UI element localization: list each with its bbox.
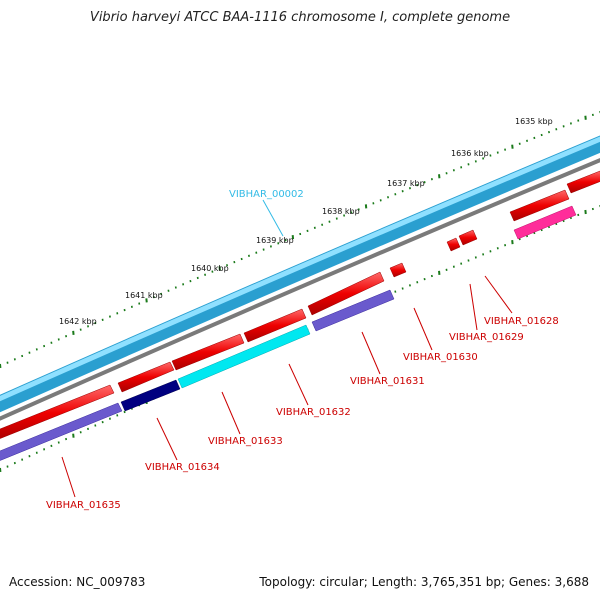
gene-VIBHAR_01633-cyan[interactable] xyxy=(177,324,311,389)
gene-label-VIBHAR_01628[interactable]: VIBHAR_01628 xyxy=(484,316,559,327)
gene-VIBHAR_01634-navy[interactable] xyxy=(120,379,181,412)
genome-backbone-highlight xyxy=(0,136,600,402)
strand-divider xyxy=(0,157,600,421)
gene-upper-right-red-2[interactable] xyxy=(566,170,600,194)
gene-upper-right-red-1[interactable] xyxy=(509,189,570,222)
gene-label-VIBHAR_01634[interactable]: VIBHAR_01634 xyxy=(145,462,220,473)
gene-VIBHAR_01629-red[interactable] xyxy=(446,237,461,252)
gene-VIBHAR_01630-red[interactable] xyxy=(389,262,407,278)
tick-label-1641: 1641 kbp xyxy=(125,291,163,300)
gene-label-VIBHAR_01630[interactable]: VIBHAR_01630 xyxy=(403,352,478,363)
tick-label-1642: 1642 kbp xyxy=(59,317,97,326)
outer-tick-track xyxy=(0,111,600,369)
gene-label-VIBHAR_01631[interactable]: VIBHAR_01631 xyxy=(350,376,425,387)
tick-label-1640: 1640 kbp xyxy=(191,264,229,273)
gene-VIBHAR_01634-red[interactable] xyxy=(117,361,175,393)
map-title: Vibrio harveyi ATCC BAA-1116 chromosome … xyxy=(89,10,511,25)
gene-VIBHAR_01628-red[interactable] xyxy=(458,229,478,246)
gene-label-VIBHAR_01633[interactable]: VIBHAR_01633 xyxy=(208,436,283,447)
gene-VIBHAR_01631-red[interactable] xyxy=(307,271,385,316)
tick-label-1639: 1639 kbp xyxy=(256,236,294,245)
gene-labels: VIBHAR_00002 VIBHAR_01628 VIBHAR_01629 V… xyxy=(46,189,559,511)
accession-text: Accession: NC_009783 xyxy=(9,575,146,589)
gene-label-VIBHAR_00002[interactable]: VIBHAR_00002 xyxy=(229,189,304,200)
genome-summary-text: Topology: circular; Length: 3,765,351 bp… xyxy=(259,575,589,589)
gene-features xyxy=(0,170,600,463)
gene-upper-right-pink[interactable] xyxy=(513,205,577,240)
gene-label-VIBHAR_01629[interactable]: VIBHAR_01629 xyxy=(449,332,524,343)
gene-label-VIBHAR_01635[interactable]: VIBHAR_01635 xyxy=(46,500,121,511)
tick-label-1635: 1635 kbp xyxy=(515,117,553,126)
gene-label-VIBHAR_01632[interactable]: VIBHAR_01632 xyxy=(276,407,351,418)
gene-VIBHAR_01635-red[interactable] xyxy=(0,384,115,441)
tick-label-1638: 1638 kbp xyxy=(322,207,360,216)
label-leaders xyxy=(61,199,513,498)
genome-backbone xyxy=(0,135,600,413)
gene-VIBHAR_01631-purple[interactable] xyxy=(311,289,395,332)
tick-label-1636: 1636 kbp xyxy=(451,149,489,158)
gene-VIBHAR_01635-purple[interactable] xyxy=(0,402,123,463)
tick-label-1637: 1637 kbp xyxy=(387,179,425,188)
gene-VIBHAR_01633-red[interactable] xyxy=(171,333,245,371)
scale-labels: 1635 kbp 1636 kbp 1637 kbp 1638 kbp 1639… xyxy=(59,117,553,326)
gene-VIBHAR_01632-red[interactable] xyxy=(243,308,307,343)
